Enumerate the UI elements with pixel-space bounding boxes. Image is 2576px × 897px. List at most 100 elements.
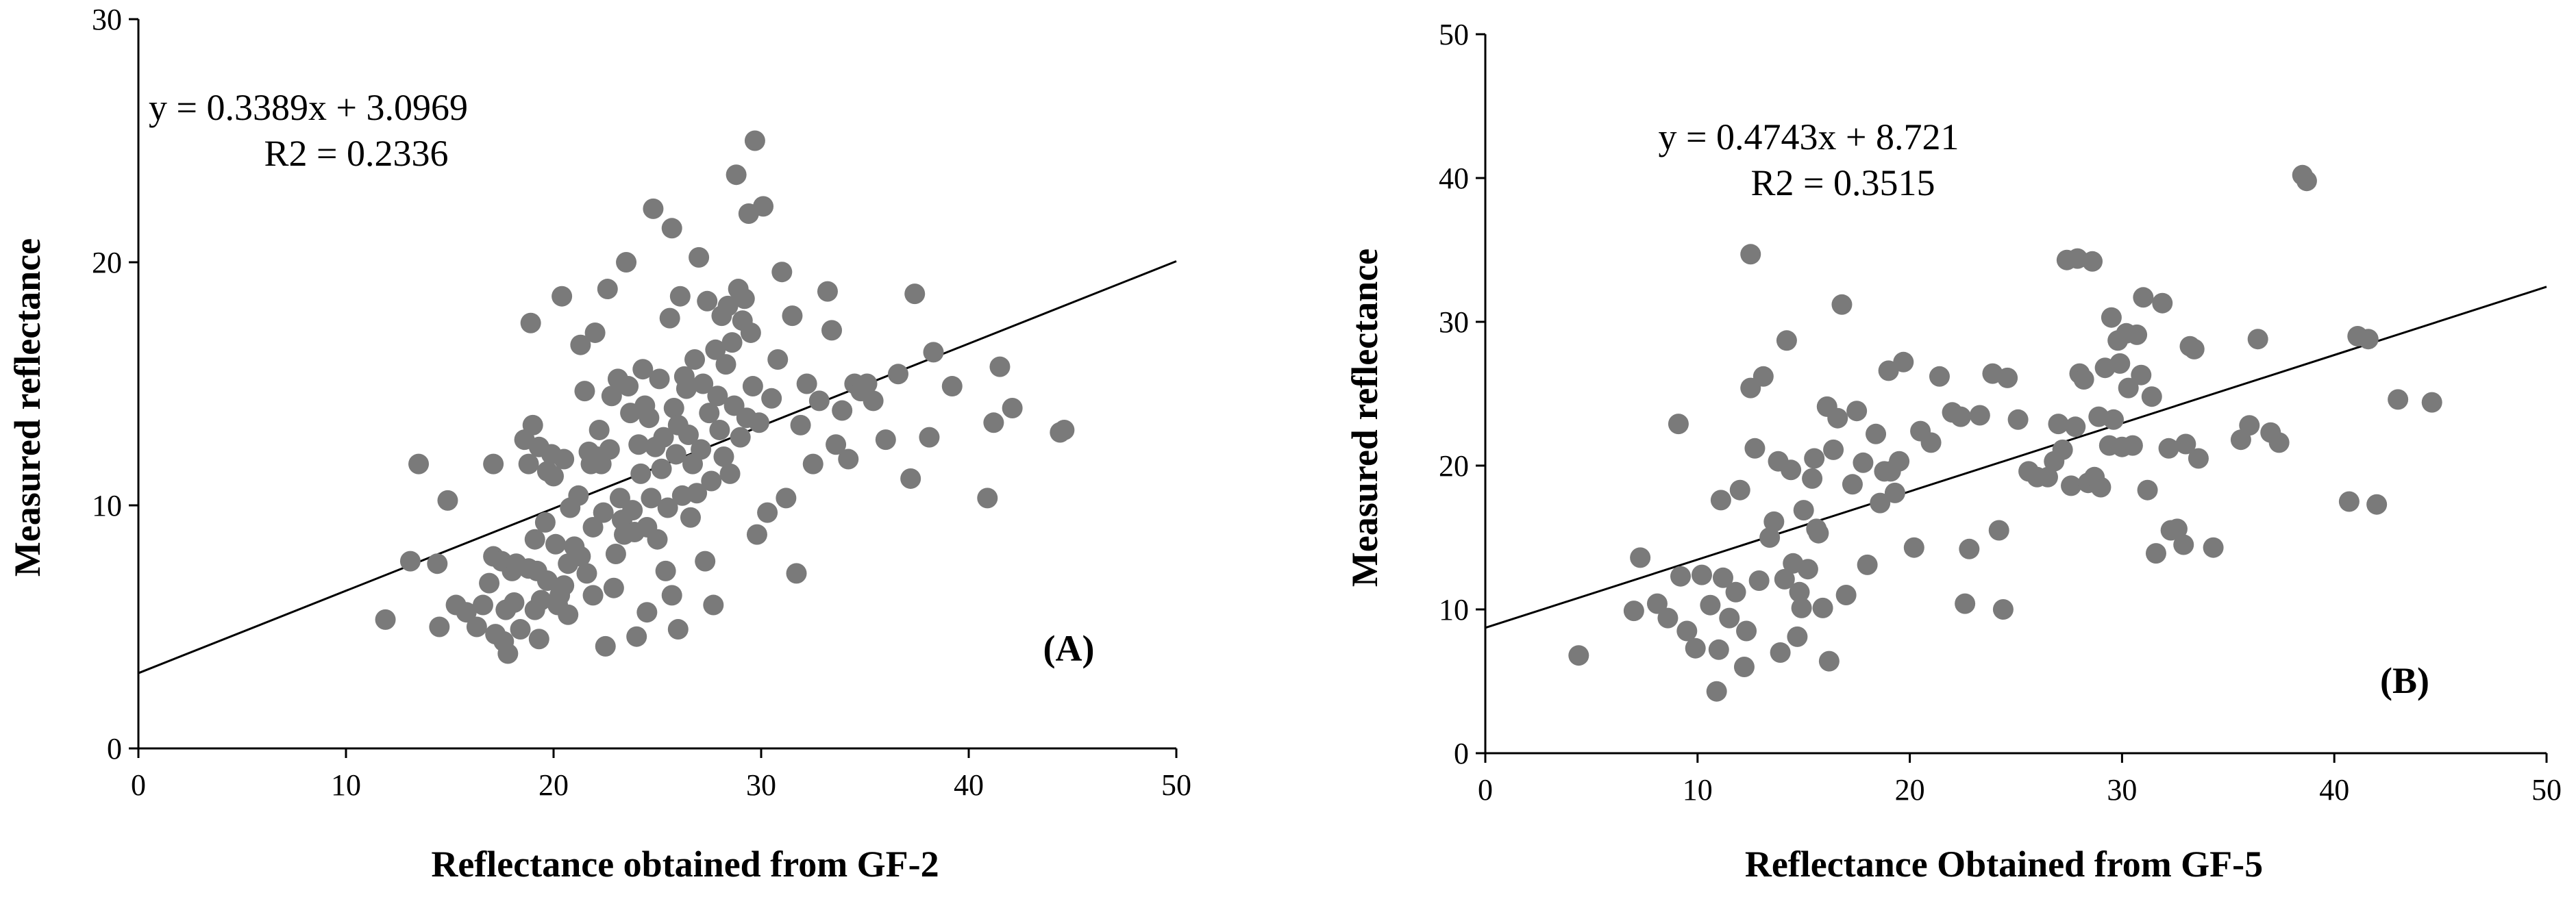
data-point-b bbox=[1893, 351, 1914, 372]
data-point-a bbox=[821, 320, 843, 341]
data-point-a bbox=[522, 414, 543, 435]
data-point-b bbox=[2103, 409, 2125, 430]
data-point-a bbox=[977, 488, 998, 509]
x-tick-label-b: 50 bbox=[2531, 773, 2562, 807]
data-point-a bbox=[543, 466, 564, 487]
data-point-a bbox=[832, 400, 853, 421]
data-point-a bbox=[632, 359, 654, 380]
data-point-b bbox=[1676, 620, 1698, 642]
data-point-a bbox=[643, 198, 664, 219]
data-point-b bbox=[1736, 620, 1757, 642]
data-point-b bbox=[2175, 433, 2196, 455]
data-point-b bbox=[1781, 459, 1802, 481]
data-point-b bbox=[1706, 681, 1727, 702]
data-point-a bbox=[647, 529, 668, 550]
data-point-b bbox=[1804, 448, 1825, 469]
data-point-a bbox=[983, 412, 1004, 433]
data-point-a bbox=[472, 594, 493, 616]
data-point-a bbox=[689, 247, 710, 268]
data-point-a bbox=[709, 419, 730, 440]
data-point-a bbox=[582, 585, 604, 606]
data-point-b bbox=[1763, 511, 1785, 532]
y-tick-labels-b: 0 10 20 30 40 50 bbox=[1439, 18, 1469, 770]
data-point-b bbox=[1808, 522, 1829, 544]
data-point-a bbox=[678, 425, 699, 446]
data-point-a bbox=[786, 563, 807, 584]
data-point-a bbox=[802, 453, 823, 475]
data-point-a bbox=[740, 322, 761, 343]
data-point-a bbox=[636, 602, 658, 623]
data-point-a bbox=[875, 429, 896, 451]
data-point-a bbox=[552, 286, 573, 307]
data-point-a bbox=[570, 334, 591, 355]
data-point-b bbox=[1827, 407, 1848, 429]
data-point-b bbox=[1929, 366, 1950, 387]
data-point-a bbox=[518, 453, 539, 475]
data-point-a bbox=[456, 602, 477, 623]
data-point-b bbox=[2183, 338, 2205, 359]
data-point-a bbox=[826, 434, 847, 455]
data-point-a bbox=[641, 488, 662, 509]
y-axis-title-b: Measured reflectance bbox=[1344, 249, 1385, 587]
data-point-a bbox=[761, 388, 782, 409]
data-point-b bbox=[2007, 409, 2029, 430]
y-tick-label-a: 10 bbox=[92, 489, 122, 522]
data-point-a bbox=[715, 354, 736, 375]
y-axis-title-a: Measured reflectance bbox=[7, 238, 48, 577]
data-point-a bbox=[838, 448, 859, 470]
points-a bbox=[375, 130, 1075, 664]
data-point-a bbox=[534, 511, 556, 533]
y-tick-label-b: 20 bbox=[1439, 449, 1469, 483]
x-tick-label-b: 10 bbox=[1683, 773, 1713, 807]
axes-a bbox=[129, 18, 1178, 758]
data-point-a bbox=[554, 448, 575, 470]
data-point-a bbox=[618, 376, 639, 397]
r2-label-a: R2 = 0.2336 bbox=[264, 133, 449, 174]
data-point-a bbox=[904, 283, 926, 305]
data-point-b bbox=[1969, 405, 1990, 426]
data-point-b bbox=[2127, 324, 2148, 345]
data-point-a bbox=[734, 288, 755, 309]
data-point-a bbox=[558, 604, 579, 625]
data-point-b bbox=[1950, 406, 1971, 427]
data-point-b bbox=[1878, 360, 1899, 381]
data-point-a bbox=[599, 439, 620, 460]
data-point-b bbox=[1853, 452, 1874, 473]
data-point-a bbox=[744, 130, 765, 151]
data-point-a bbox=[721, 332, 743, 353]
y-tick-label-b: 40 bbox=[1439, 162, 1469, 195]
data-point-b bbox=[2239, 415, 2260, 436]
data-point-a bbox=[701, 470, 722, 492]
data-point-b bbox=[2065, 416, 2086, 438]
data-point-a bbox=[1002, 398, 1023, 418]
data-point-b bbox=[1774, 568, 1795, 590]
x-tick-label-a: 0 bbox=[131, 768, 146, 802]
data-point-a bbox=[887, 364, 908, 385]
data-point-a bbox=[584, 322, 606, 343]
panel-label-b: (B) bbox=[2380, 660, 2429, 701]
data-point-a bbox=[817, 281, 838, 302]
data-point-b bbox=[2122, 435, 2143, 456]
data-point-a bbox=[703, 594, 724, 616]
data-point-b bbox=[1857, 554, 1878, 575]
data-point-b bbox=[1818, 650, 1840, 672]
data-point-a bbox=[437, 490, 458, 511]
data-point-a bbox=[757, 502, 778, 523]
data-point-b bbox=[2037, 466, 2058, 488]
data-point-b bbox=[2061, 475, 2082, 496]
data-point-b bbox=[1802, 468, 1823, 489]
data-point-b bbox=[1657, 607, 1679, 629]
x-tick-label-a: 30 bbox=[746, 768, 776, 802]
x-tick-label-a: 10 bbox=[331, 768, 361, 802]
x-tick-label-b: 20 bbox=[1895, 773, 1925, 807]
data-point-b bbox=[2152, 292, 2173, 314]
data-point-b bbox=[1568, 645, 1589, 666]
data-point-a bbox=[753, 196, 774, 217]
data-point-b bbox=[1668, 414, 1689, 435]
data-point-a bbox=[528, 629, 549, 650]
x-tick-label-b: 0 bbox=[1478, 773, 1493, 807]
data-point-b bbox=[2133, 287, 2154, 308]
data-point-b bbox=[1920, 432, 1942, 453]
data-point-a bbox=[900, 468, 921, 489]
